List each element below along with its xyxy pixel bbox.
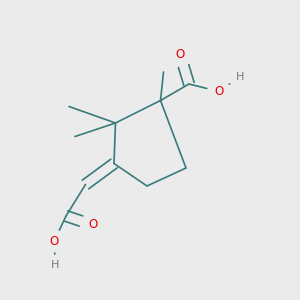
- Text: O: O: [50, 235, 58, 248]
- Text: O: O: [88, 218, 98, 232]
- Text: O: O: [214, 85, 224, 98]
- Text: H: H: [51, 260, 60, 271]
- Text: O: O: [176, 47, 184, 61]
- Text: H: H: [236, 71, 244, 82]
